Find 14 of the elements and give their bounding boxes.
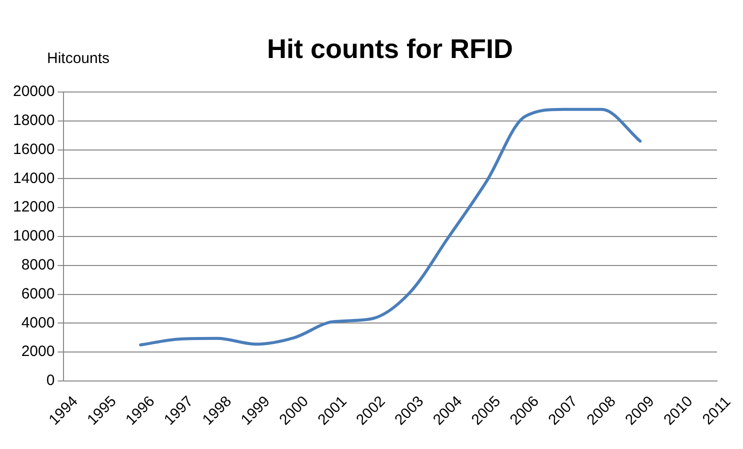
y-tick-label: 2000 — [21, 343, 55, 360]
y-tick-label: 8000 — [21, 256, 55, 274]
y-tick-label: 0 — [46, 372, 55, 390]
y-tick-label: 12000 — [12, 198, 55, 216]
y-tick-label: 20000 — [12, 83, 55, 100]
y-tick-label: 14000 — [12, 170, 55, 187]
y-tick-label: 16000 — [12, 140, 55, 158]
y-axis-title: Hitcounts — [47, 50, 110, 67]
y-tick-label: 10000 — [12, 228, 55, 245]
y-tick-label: 4000 — [21, 314, 55, 332]
y-tick-label: 18000 — [12, 112, 55, 130]
y-tick-label: 6000 — [21, 285, 55, 302]
line-series — [139, 108, 642, 346]
chart-title: Hit counts for RFID — [266, 34, 514, 65]
